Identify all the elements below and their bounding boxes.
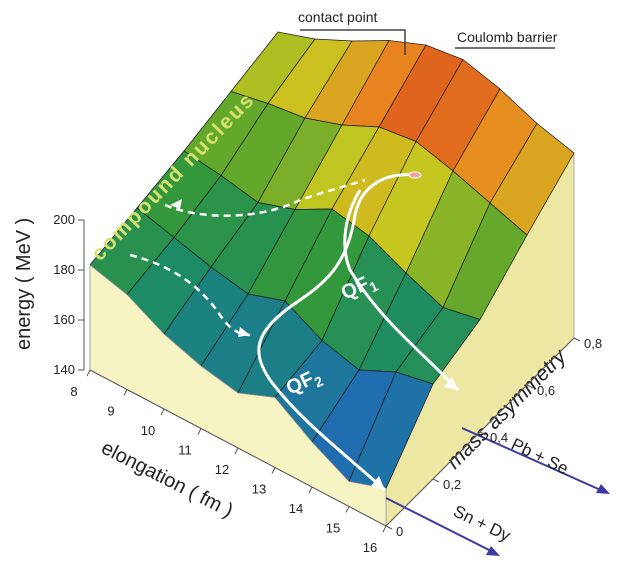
x-tick [198,429,201,435]
x-tick-label: 13 [252,482,266,497]
x-tick-label: 10 [141,423,155,438]
x-axis-title: elongation ( fm ) [98,437,237,522]
surface [90,32,574,526]
x-tick-label: 11 [178,443,192,458]
x-tick-label: 15 [326,521,340,536]
x-tick [309,487,312,493]
contact-marker [409,172,421,178]
x-tick [346,507,349,513]
y-tick-label: 0,6 [537,383,555,398]
y-tick-label: 0,4 [490,430,508,445]
y-tick [433,479,439,482]
y-tick [386,526,392,529]
x-tick [124,390,127,396]
pb-se-label: Pb + Se [508,435,571,479]
x-tick-label: 9 [107,404,114,419]
z-axis-title: energy ( MeV ) [13,218,35,350]
coulomb-barrier-label: Coulomb barrier [457,29,558,45]
x-tick-label: 16 [363,540,377,555]
arrowhead [486,546,500,556]
x-tick-label: 14 [289,501,303,516]
contact-point-label: contact point [298,9,377,25]
sn-dy-label: Sn + Dy [450,502,514,546]
z-tick-label: 160 [53,312,75,327]
x-tick [383,526,386,532]
x-tick-label: 8 [70,384,77,399]
z-tick-label: 140 [53,362,75,377]
page: QF1 QF2 compound nucleus contact point C… [0,0,623,564]
y-tick-label: 0,2 [443,477,461,492]
x-tick [272,468,275,474]
x-tick-label: 12 [215,462,229,477]
z-tick-label: 180 [53,262,75,277]
z-tick-label: 200 [53,212,75,227]
chart: QF1 QF2 compound nucleus contact point C… [0,0,623,564]
x-tick [161,409,164,415]
y-tick [574,338,580,341]
y-tick-label: 0,8 [584,336,602,351]
y-tick-label: 0 [396,524,403,539]
x-tick [87,370,90,376]
x-tick [235,448,238,454]
